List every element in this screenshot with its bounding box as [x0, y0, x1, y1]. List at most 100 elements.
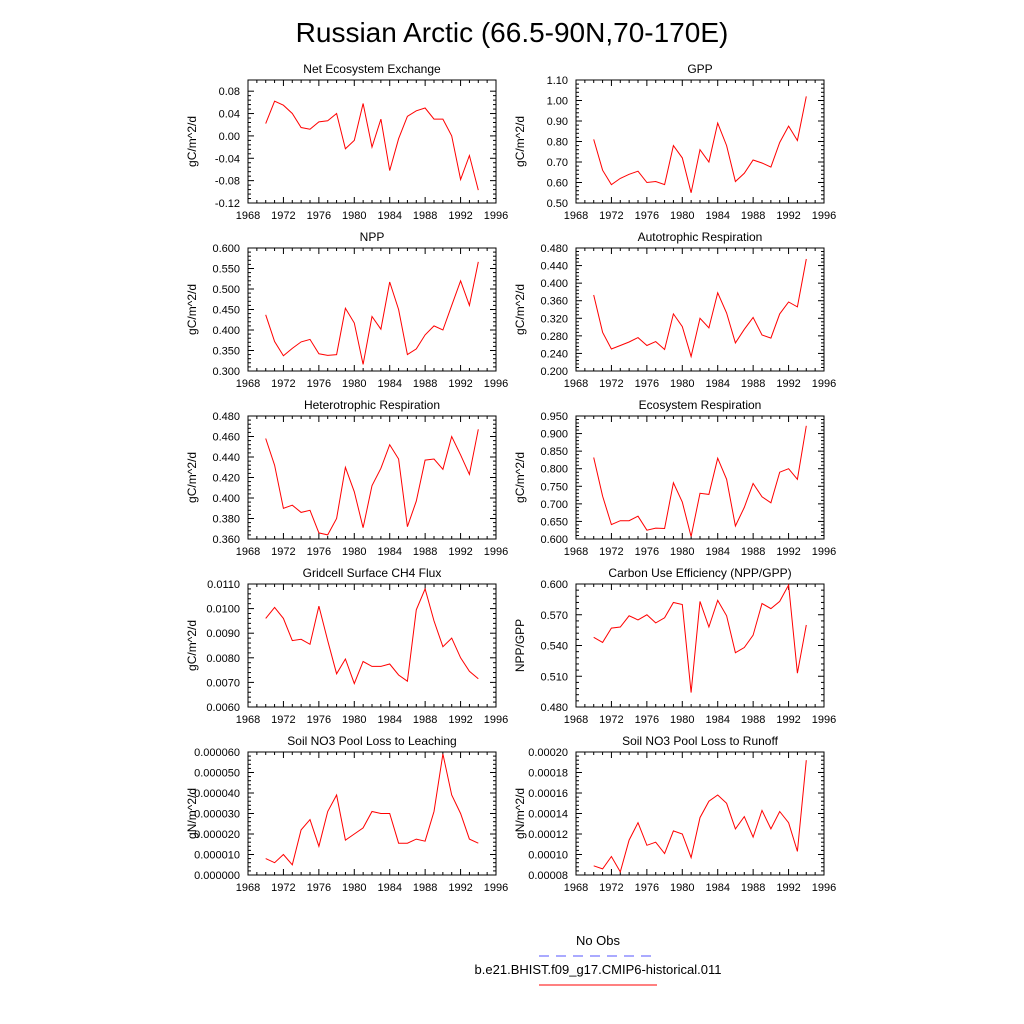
y-tick-label: 0.480: [540, 702, 568, 714]
y-axis-label: gC/m^2/d: [513, 452, 527, 503]
x-tick-label: 1972: [271, 546, 295, 558]
y-tick-label: 0.0110: [207, 579, 240, 591]
panel-title: Ecosystem Respiration: [639, 398, 762, 412]
x-tick-label: 1988: [741, 546, 765, 558]
series-line: [593, 583, 807, 693]
x-tick-label: 1984: [377, 714, 401, 726]
x-tick-label: 1996: [812, 210, 836, 222]
y-tick-label: 0.400: [212, 325, 240, 337]
x-tick-label: 1996: [812, 546, 836, 558]
figure-title: Russian Arctic (66.5-90N,70-170E): [296, 17, 729, 48]
series-line: [593, 760, 807, 874]
y-tick-label: 0.00012: [528, 829, 568, 841]
panel-title: GPP: [687, 62, 712, 76]
x-tick-label: 1988: [413, 378, 437, 390]
y-tick-label: 0.00: [219, 131, 240, 143]
x-tick-label: 1992: [448, 882, 472, 894]
x-tick-label: 1972: [599, 210, 623, 222]
panel-title: Gridcell Surface CH4 Flux: [303, 566, 442, 580]
y-tick-label: 0.950: [540, 411, 568, 423]
x-tick-label: 1984: [377, 210, 401, 222]
x-tick-label: 1992: [776, 378, 800, 390]
y-tick-label: 0.08: [219, 86, 240, 98]
y-tick-label: 0.900: [540, 429, 568, 441]
x-tick-label: 1984: [705, 546, 729, 558]
x-tick-label: 1980: [670, 546, 694, 558]
x-tick-label: 1988: [413, 882, 437, 894]
x-tick-label: 1972: [271, 882, 295, 894]
x-tick-label: 1976: [307, 714, 331, 726]
panel-title: NPP: [360, 230, 385, 244]
x-tick-label: 1992: [448, 210, 472, 222]
panel-title: Soil NO3 Pool Loss to Runoff: [622, 734, 779, 748]
x-tick-label: 1988: [413, 546, 437, 558]
x-tick-label: 1996: [484, 714, 508, 726]
y-axis-label: gC/m^2/d: [513, 284, 527, 335]
x-tick-label: 1968: [236, 210, 260, 222]
y-tick-label: 0.70: [547, 157, 568, 169]
x-tick-label: 1992: [448, 714, 472, 726]
panel-9: Soil NO3 Pool Loss to Runoff 1968 1972 1976…: [513, 734, 836, 894]
panel-4: Heterotrophic Respiration 1968 1972 1976 198…: [185, 398, 508, 558]
x-tick-label: 1992: [776, 210, 800, 222]
x-tick-label: 1972: [599, 714, 623, 726]
x-tick-label: 1988: [413, 210, 437, 222]
x-tick-label: 1968: [564, 714, 588, 726]
panel-1: GPP 1968 1972 1976 1980 1984 1988 1992 1996 0.50 0…: [513, 62, 836, 222]
x-tick-label: 1980: [670, 210, 694, 222]
y-tick-label: 0.540: [540, 641, 568, 653]
x-tick-label: 1996: [484, 378, 508, 390]
series-line: [593, 425, 807, 537]
x-tick-label: 1968: [236, 378, 260, 390]
x-tick-label: 1976: [307, 210, 331, 222]
y-axis-label: gN/m^2/d: [513, 788, 527, 839]
x-tick-label: 1976: [635, 546, 659, 558]
series-line: [593, 258, 807, 359]
panel-7: Carbon Use Efficiency (NPP/GPP) 1968 1972 1…: [513, 566, 836, 726]
y-tick-label: 0.420: [212, 473, 240, 485]
x-tick-label: 1972: [599, 378, 623, 390]
x-tick-label: 1972: [271, 210, 295, 222]
y-tick-label: 0.000060: [194, 747, 240, 759]
y-tick-label: 0.0100: [206, 604, 240, 616]
y-tick-label: 0.90: [547, 116, 568, 128]
plot-frame: [247, 247, 497, 372]
series-line: [265, 100, 479, 191]
x-tick-label: 1976: [307, 546, 331, 558]
x-tick-label: 1980: [342, 210, 366, 222]
legend-label-no-obs: No Obs: [576, 933, 621, 948]
panel-grid: Net Ecosystem Exchange 1968 1972 1976 1980 19…: [185, 62, 836, 894]
x-tick-label: 1980: [342, 882, 366, 894]
panel-8: Soil NO3 Pool Loss to Leaching 1968 1972 19…: [185, 734, 508, 894]
x-tick-label: 1968: [564, 546, 588, 558]
y-tick-label: 0.600: [540, 534, 568, 546]
x-tick-label: 1980: [342, 546, 366, 558]
x-tick-label: 1996: [484, 546, 508, 558]
y-tick-label: 0.440: [212, 452, 240, 464]
y-tick-label: 0.50: [547, 198, 568, 210]
y-tick-label: 0.00020: [528, 747, 568, 759]
x-tick-label: 1976: [635, 378, 659, 390]
x-tick-label: 1980: [342, 378, 366, 390]
x-tick-label: 1968: [236, 546, 260, 558]
y-axis-label: gC/m^2/d: [185, 284, 199, 335]
panel-3: Autotrophic Respiration 1968 1972 1976 1980 1…: [513, 230, 836, 390]
y-tick-label: 0.800: [540, 464, 568, 476]
x-tick-label: 1988: [741, 882, 765, 894]
y-tick-label: 0.00014: [528, 809, 568, 821]
series-line: [265, 429, 479, 536]
x-tick-label: 1972: [599, 882, 623, 894]
series-line: [593, 96, 807, 193]
panel-title: Carbon Use Efficiency (NPP/GPP): [608, 566, 791, 580]
y-tick-label: 1.10: [547, 75, 568, 87]
x-tick-label: 1980: [670, 882, 694, 894]
panel-title: Autotrophic Respiration: [638, 230, 763, 244]
y-tick-label: 0.000050: [194, 768, 240, 780]
y-tick-label: 1.00: [547, 96, 568, 108]
y-tick-label: 0.600: [540, 579, 568, 591]
x-tick-label: 1984: [705, 882, 729, 894]
x-tick-label: 1972: [271, 378, 295, 390]
y-tick-label: 0.360: [540, 296, 568, 308]
y-axis-label: gC/m^2/d: [185, 116, 199, 167]
